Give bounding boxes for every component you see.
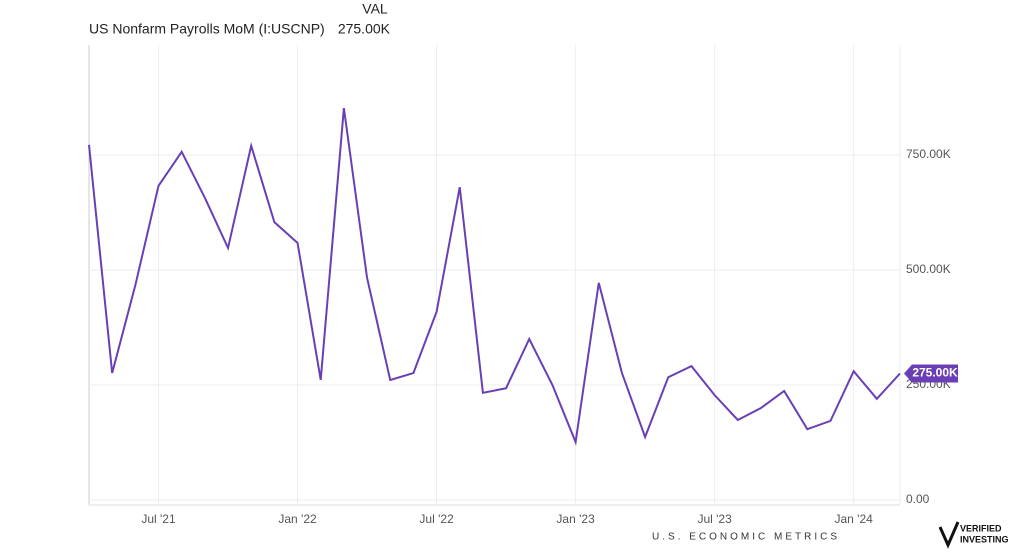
value-label: 275.00K: [912, 366, 958, 380]
x-tick-label: Jan '24: [834, 512, 873, 526]
x-tick-label: Jul '22: [419, 512, 454, 526]
logo-mark: [938, 521, 960, 549]
logo-text: INVESTING: [960, 534, 1009, 544]
legend-value: 275.00K: [338, 21, 391, 37]
x-tick-label: Jan '23: [556, 512, 595, 526]
series-line: [88, 107, 901, 446]
x-tick-label: Jan '22: [278, 512, 317, 526]
legend-header: VAL: [362, 1, 388, 17]
logo-text: VERIFIED: [960, 523, 1002, 533]
y-tick-label: 750.00K: [906, 147, 951, 161]
y-tick-label: 500.00K: [906, 262, 951, 276]
y-tick-label: 0.00: [906, 492, 930, 506]
brand: U.S. ECONOMIC METRICS: [652, 532, 840, 543]
legend-series-name: US Nonfarm Payrolls MoM (I:USCNP): [89, 21, 325, 37]
value-flag: [904, 364, 958, 383]
x-tick-label: Jul '23: [697, 512, 732, 526]
x-tick-label: Jul '21: [141, 512, 176, 526]
